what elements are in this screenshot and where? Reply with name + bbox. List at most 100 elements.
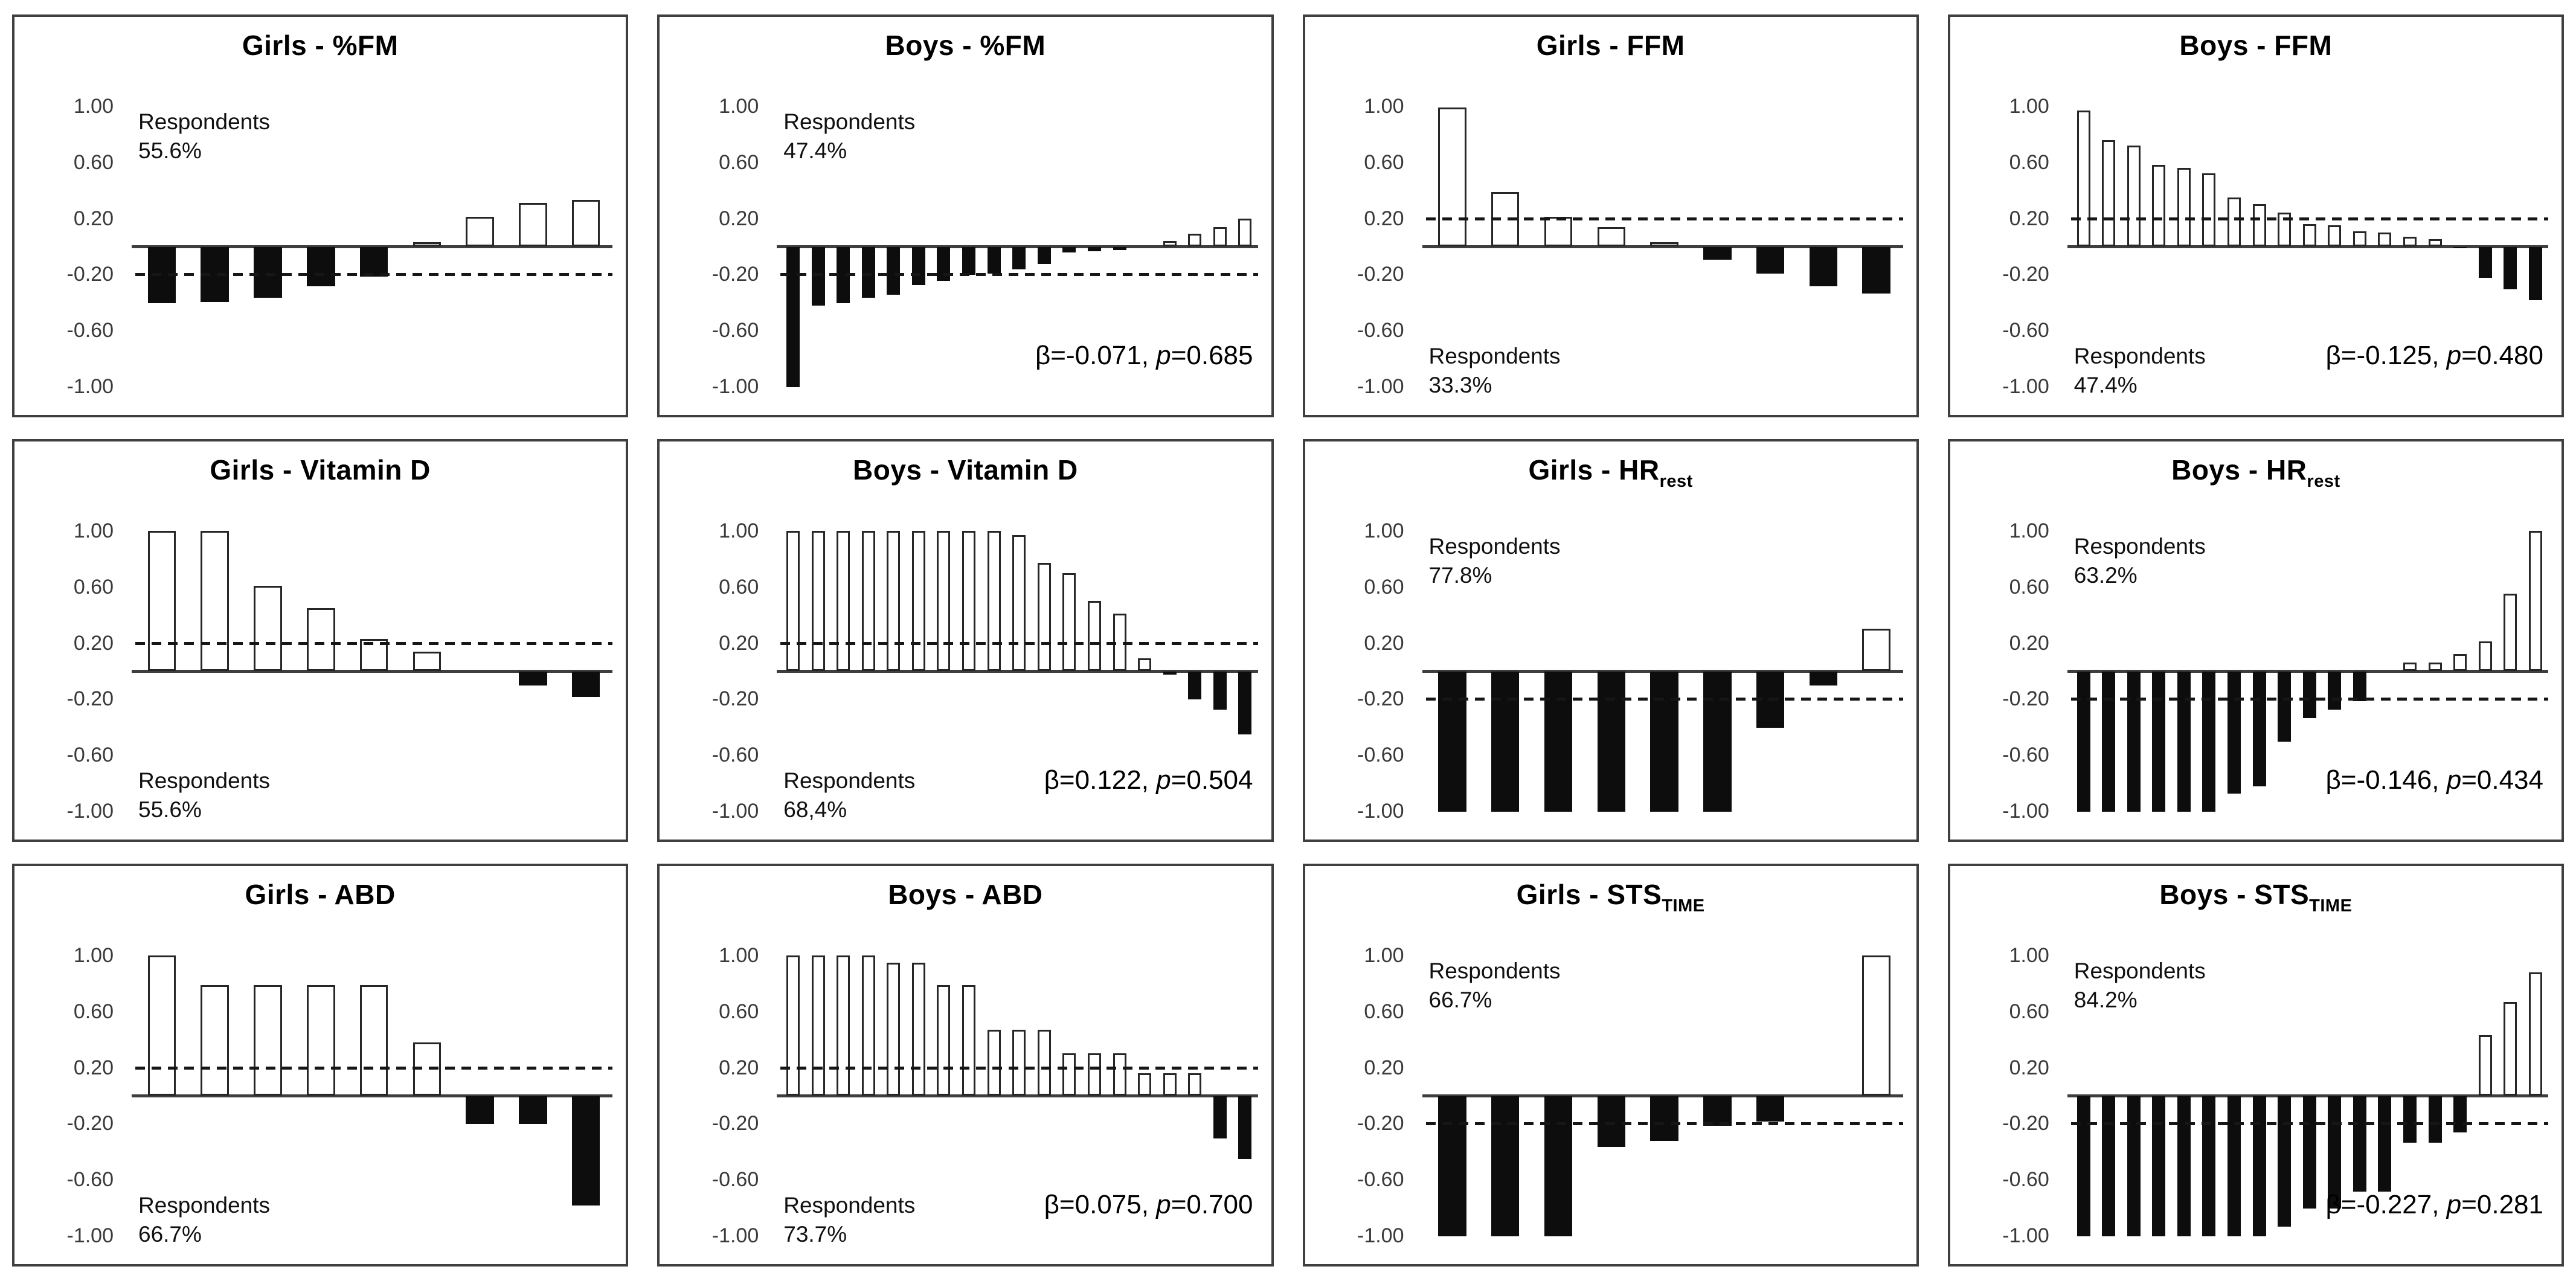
y-tick-label: 0.20	[2009, 631, 2049, 655]
panel-title-text: Girls - STS	[1516, 879, 1662, 910]
negative-bar	[1163, 672, 1177, 675]
negative-bar	[254, 247, 282, 298]
threshold-dashed-line	[2070, 1122, 2548, 1126]
panel-title-text: Girls - HR	[1528, 454, 1660, 486]
positive-bar	[2252, 204, 2266, 246]
plot-area	[2067, 441, 2548, 840]
positive-bar	[837, 531, 850, 671]
positive-bar	[1163, 1073, 1177, 1096]
p-letter: p	[1156, 1190, 1171, 1219]
beta-coefficient: β=-0.071,	[1035, 341, 1149, 370]
panel-girls-hr: Girls - HRrest 1.00 0.60 0.20 -0.20 -0.60 -1.0…	[1302, 439, 1919, 842]
y-tick-label: -1.00	[1357, 375, 1404, 398]
y-tick-label: -0.20	[66, 1112, 114, 1135]
positive-bar	[519, 203, 547, 246]
positive-bar	[987, 1030, 1001, 1096]
y-tick-label: -0.60	[1357, 1168, 1404, 1192]
y-tick-label: -0.60	[711, 319, 759, 342]
negative-bar	[2353, 1096, 2366, 1192]
p-value: =0.700	[1171, 1190, 1253, 1219]
threshold-dashed-line	[1425, 217, 1903, 220]
positive-bar	[2127, 146, 2141, 246]
p-value: =0.504	[1171, 765, 1253, 795]
negative-bar	[2403, 1096, 2417, 1143]
negative-bar	[2177, 672, 2191, 812]
negative-bar	[2127, 1096, 2141, 1236]
positive-bar	[1238, 218, 1252, 246]
y-tick-label: -0.20	[2002, 1112, 2049, 1135]
negative-bar	[1438, 672, 1466, 812]
zero-axis-line	[2067, 245, 2548, 248]
negative-bar	[2428, 1096, 2442, 1143]
y-tick-label: 0.20	[73, 207, 114, 230]
panel-title: Girls - ABD	[14, 878, 626, 911]
positive-bar	[254, 984, 282, 1096]
negative-bar	[887, 247, 901, 295]
positive-bar	[2278, 213, 2292, 246]
p-letter: p	[1156, 765, 1171, 795]
positive-bar	[786, 531, 800, 671]
y-tick-label: -0.20	[1357, 263, 1404, 286]
negative-bar	[1012, 247, 1026, 270]
panel-title-text: Boys - FFM	[2179, 30, 2333, 61]
panel-girls-vitd: Girls - Vitamin D 1.00 0.60 0.20 -0.20 -0.60 -…	[12, 439, 629, 842]
panel-girls-abd: Girls - ABD 1.00 0.60 0.20 -0.20 -0.60 -1.00 Re…	[12, 864, 629, 1267]
y-tick-label: -0.20	[66, 687, 114, 711]
y-tick-label: -0.60	[66, 319, 114, 342]
positive-bar	[2504, 1001, 2517, 1096]
y-tick-label: 1.00	[1364, 95, 1404, 118]
plot-area	[777, 17, 1258, 415]
positive-bar	[962, 984, 976, 1096]
negative-bar	[1703, 672, 1732, 812]
panel-title: Girls - Vitamin D	[14, 454, 626, 486]
respondents-annotation: Respondents 68,4%	[783, 766, 915, 824]
respondents-percentage: 55.6%	[138, 797, 202, 822]
negative-bar	[2127, 672, 2141, 812]
positive-bar	[837, 955, 850, 1096]
panel-title-text: Girls - ABD	[245, 879, 396, 910]
p-value: =0.685	[1171, 341, 1253, 370]
positive-bar	[1037, 1030, 1051, 1096]
negative-bar	[2077, 1096, 2090, 1236]
positive-bar	[307, 984, 335, 1096]
panel-title-text: Boys - HR	[2171, 454, 2307, 486]
positive-bar	[811, 955, 825, 1096]
positive-bar	[1087, 1053, 1101, 1096]
positive-bar	[1438, 108, 1466, 246]
plot-area	[2067, 866, 2548, 1264]
positive-bar	[2353, 231, 2366, 246]
negative-bar	[1809, 672, 1838, 686]
positive-bar	[1163, 240, 1177, 246]
panel-boys-vitd: Boys - Vitamin D 1.00 0.60 0.20 -0.20 -0.60 -1…	[657, 439, 1274, 842]
negative-bar	[307, 247, 335, 286]
panel-girls-ffm: Girls - FFM 1.00 0.60 0.20 -0.20 -0.60 -1.00 Re…	[1302, 14, 1919, 417]
y-tick-label: -0.20	[711, 687, 759, 711]
y-tick-label: 1.00	[73, 519, 114, 542]
beta-p-annotation: β=0.122, p=0.504	[1044, 765, 1253, 795]
y-tick-label: -1.00	[1357, 800, 1404, 823]
zero-axis-line	[132, 245, 613, 248]
positive-bar	[2227, 197, 2241, 246]
negative-bar	[911, 247, 925, 285]
positive-bar	[2328, 225, 2342, 246]
respondents-annotation: Respondents 47.4%	[2074, 342, 2206, 400]
y-tick-label: 1.00	[719, 944, 759, 967]
respondents-label: Respondents	[2073, 344, 2206, 368]
respondents-annotation: Respondents 63.2%	[2074, 532, 2206, 590]
panel-title: Girls - STSTIME	[1305, 878, 1916, 916]
negative-bar	[359, 247, 388, 277]
negative-bar	[1087, 247, 1101, 251]
negative-bar	[2252, 672, 2266, 787]
y-tick-label: -0.20	[711, 263, 759, 286]
negative-bar	[2328, 672, 2342, 710]
respondents-percentage: 84.2%	[2073, 987, 2138, 1012]
y-tick-label: -1.00	[711, 1224, 759, 1247]
panel-girls-sts: Girls - STSTIME 1.00 0.60 0.20 -0.20 -0.60 -1.…	[1302, 864, 1919, 1267]
beta-p-annotation: β=-0.071, p=0.685	[1035, 341, 1253, 371]
respondents-annotation: Respondents 55.6%	[138, 766, 270, 824]
y-tick-label: 0.60	[719, 1000, 759, 1023]
positive-bar	[2528, 972, 2542, 1096]
negative-bar	[519, 1096, 547, 1125]
positive-bar	[1138, 1073, 1152, 1096]
positive-bar	[911, 962, 925, 1096]
